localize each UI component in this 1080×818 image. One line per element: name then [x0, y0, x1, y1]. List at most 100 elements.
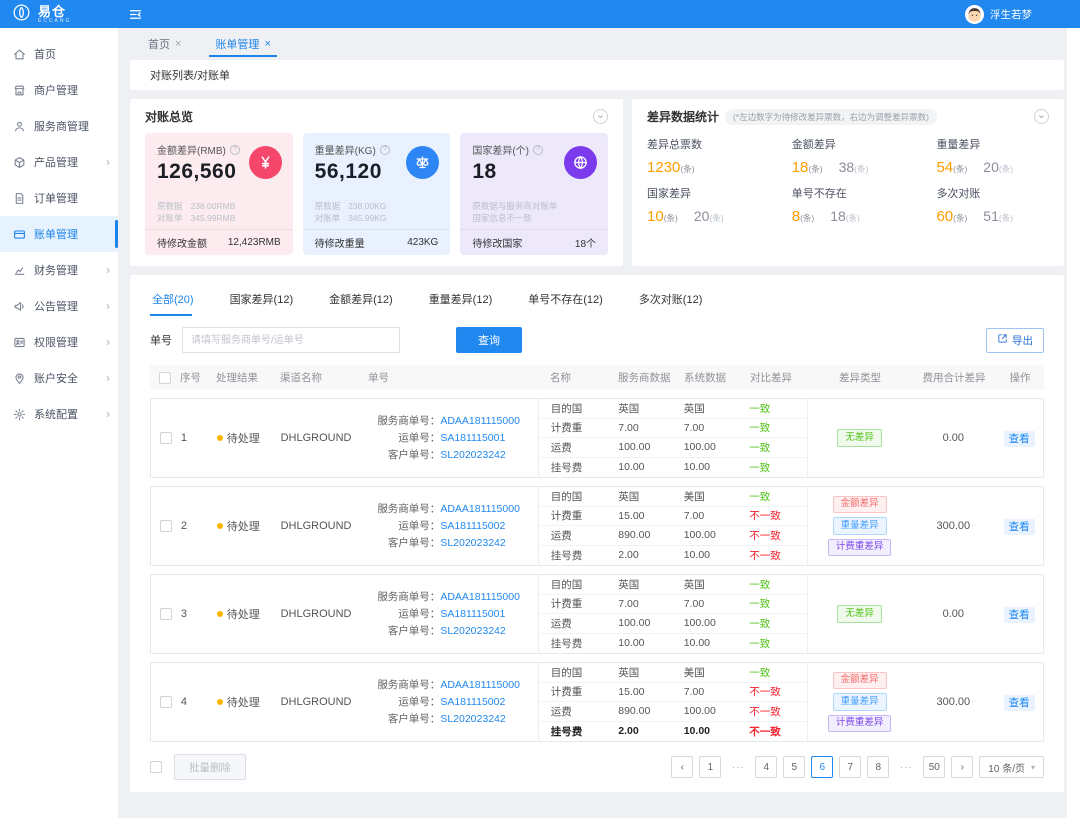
pagination-prev-button[interactable]: ‹ [671, 756, 694, 778]
order-number-link[interactable]: ADAA181115000 [440, 590, 520, 603]
row-index: 3 [180, 608, 188, 620]
order-number-link[interactable]: ADAA181115000 [440, 414, 520, 427]
order-number-link[interactable]: SL202023242 [440, 448, 506, 461]
row-checkbox[interactable] [159, 520, 172, 532]
col-header: 处理结果 [216, 372, 258, 384]
view-link[interactable]: 查看 [1003, 606, 1035, 623]
overview-card-footer-value: 12,423RMB [227, 237, 281, 248]
view-link[interactable]: 查看 [1003, 694, 1035, 711]
nav-tab-bill-management[interactable]: 账单管理 × [209, 28, 278, 60]
filter-tab[interactable]: 多次对账(12) [638, 294, 703, 306]
filter-tab[interactable]: 单号不存在(12) [528, 294, 603, 306]
breadcrumb: 对账列表/对账单 [130, 60, 1064, 90]
info-icon[interactable]: ? [533, 144, 544, 155]
overview-card-title: 金额差异(RMB) [157, 146, 226, 157]
pagination-page-6[interactable]: 6 [811, 756, 834, 778]
metric-name: 运费 [550, 529, 572, 542]
select-all-checkbox[interactable] [159, 371, 171, 384]
order-number-link[interactable]: ADAA181115000 [440, 678, 520, 691]
query-button[interactable]: 查询 [456, 327, 522, 353]
diff-type-badge: 无差异 [837, 605, 882, 623]
sidebar-item-announcements[interactable]: 公告管理 › [0, 288, 118, 324]
export-button[interactable]: 导出 [986, 327, 1044, 353]
order-number-link[interactable]: SL202023242 [440, 712, 506, 725]
order-number-link[interactable]: SA181115002 [440, 519, 506, 532]
card-sub-value: 345.99KG [348, 213, 387, 223]
sidebar-item-permissions[interactable]: 权限管理 › [0, 324, 118, 360]
pagination-page-7[interactable]: 7 [839, 756, 862, 778]
sidebar-item-account-security[interactable]: 账户安全 › [0, 360, 118, 396]
metric-name: 目的国 [550, 578, 583, 591]
stat-item: 重量差异 54(条) 20(条) [936, 127, 1049, 176]
filter-tab[interactable]: 国家差异(12) [229, 294, 294, 306]
sidebar-item-system-config[interactable]: 系统配置 › [0, 396, 118, 432]
sidebar-item-products[interactable]: 产品管理 › [0, 144, 118, 180]
filter-tab[interactable]: 全部(20) [150, 283, 212, 316]
metric-name: 挂号费 [550, 461, 583, 474]
stat-primary-value: 8 [791, 208, 801, 225]
provider-value: 英国 [618, 666, 640, 679]
close-icon[interactable]: × [175, 38, 182, 50]
filter-tab[interactable]: 金额差异(12) [329, 294, 393, 306]
sidebar-item-bills[interactable]: 账单管理 › [0, 216, 118, 252]
diff-type-badge: 计费重差异 [827, 538, 892, 557]
pagination-page-8[interactable]: 8 [867, 756, 890, 778]
sidebar-item-orders[interactable]: 订单管理 › [0, 180, 118, 216]
diff-type-badge: 重量差异 [832, 517, 887, 535]
sidebar-item-providers[interactable]: 服务商管理 › [0, 108, 118, 144]
collapse-panel-icon[interactable] [593, 109, 608, 124]
row-checkbox[interactable] [159, 696, 172, 708]
stat-primary-value: 1230 [647, 159, 681, 176]
order-number-input[interactable] [182, 327, 400, 353]
pagination-page-5[interactable]: 5 [783, 756, 806, 778]
page-size-select[interactable]: 10 条/页 ▾ [979, 756, 1044, 778]
pagination-page-4[interactable]: 4 [755, 756, 778, 778]
order-number-link[interactable]: SA181115001 [440, 607, 506, 620]
pagination-page-50[interactable]: 50 [923, 756, 946, 778]
order-number-link[interactable]: SA181115002 [440, 695, 506, 708]
chevron-right-icon: › [106, 335, 110, 349]
batch-select-checkbox[interactable] [150, 761, 162, 773]
row-checkbox[interactable] [159, 432, 172, 444]
diff-result: 一致 [749, 402, 771, 415]
sidebar-item-home[interactable]: 首页 › [0, 36, 118, 72]
order-number-label: 运单号： [398, 607, 441, 620]
system-value: 7.00 [683, 685, 705, 698]
nav-tab-home[interactable]: 首页 × [148, 28, 181, 60]
stat-label: 重量差异 [936, 139, 981, 151]
metric-name: 目的国 [550, 490, 583, 503]
chevron-right-icon: › [106, 263, 110, 277]
map-pin-icon [13, 372, 26, 385]
diff-result: 一致 [749, 490, 771, 503]
scrollbar[interactable] [1067, 28, 1080, 818]
sidebar-item-merchants[interactable]: 商户管理 › [0, 72, 118, 108]
row-channel: DHLGROUND [280, 696, 352, 708]
user-menu[interactable]: 浮生若梦 [965, 4, 1080, 24]
cube-icon [13, 156, 26, 169]
collapse-panel-icon[interactable] [1034, 109, 1049, 124]
row-checkbox[interactable] [159, 608, 172, 620]
info-icon[interactable]: ? [379, 144, 390, 155]
provider-value: 10.00 [618, 461, 645, 474]
pagination-next-button[interactable]: › [951, 756, 974, 778]
sidebar-item-finance[interactable]: 财务管理 › [0, 252, 118, 288]
view-link[interactable]: 查看 [1003, 518, 1035, 535]
app-logo: 易仓 ECCANG [0, 3, 118, 25]
batch-delete-button[interactable]: 批量删除 [174, 754, 246, 780]
pagination-page-1[interactable]: 1 [699, 756, 722, 778]
chart-icon [13, 264, 26, 277]
diff-result: 不一致 [749, 686, 781, 699]
order-number-link[interactable]: SA181115001 [440, 431, 506, 444]
avatar[interactable] [965, 4, 984, 24]
filter-tab[interactable]: 重量差异(12) [428, 294, 493, 306]
sidebar-collapse-icon[interactable] [128, 7, 143, 22]
order-number-link[interactable]: ADAA181115000 [440, 502, 520, 515]
overview-card-amount-diff: 金额差异(RMB) ? 126,560 原数据 238.00RMB 对账单 345.9… [145, 133, 293, 255]
info-icon[interactable]: ? [229, 144, 240, 155]
system-value: 10.00 [683, 461, 710, 474]
close-icon[interactable]: × [264, 38, 271, 50]
order-number-label: 客户单号： [387, 712, 441, 725]
view-link[interactable]: 查看 [1003, 430, 1035, 447]
order-number-link[interactable]: SL202023242 [440, 536, 506, 549]
order-number-link[interactable]: SL202023242 [440, 624, 506, 637]
